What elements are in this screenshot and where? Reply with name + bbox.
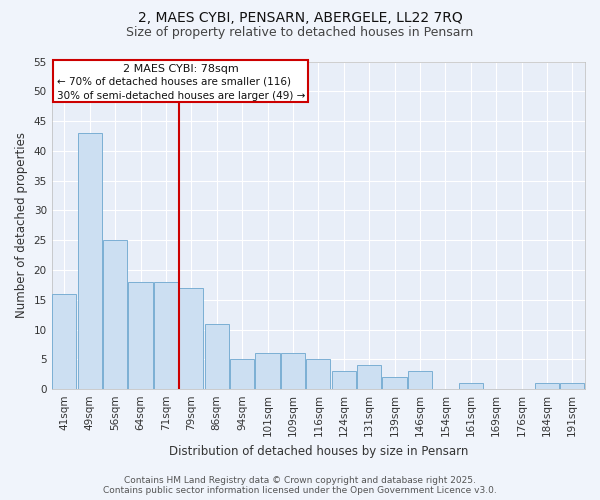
Bar [560, 383, 584, 389]
Bar [103, 240, 127, 389]
Bar [256, 354, 280, 389]
Bar [154, 282, 178, 389]
Text: 2 MAES CYBI: 78sqm: 2 MAES CYBI: 78sqm [122, 64, 238, 74]
Bar [535, 383, 559, 389]
Text: Size of property relative to detached houses in Pensarn: Size of property relative to detached ho… [127, 26, 473, 39]
Text: ← 70% of detached houses are smaller (116): ← 70% of detached houses are smaller (11… [57, 77, 291, 87]
Text: Contains public sector information licensed under the Open Government Licence v3: Contains public sector information licen… [103, 486, 497, 495]
Bar [382, 378, 407, 389]
FancyBboxPatch shape [53, 60, 308, 102]
Bar [408, 372, 432, 389]
Bar [357, 366, 381, 389]
Text: 2, MAES CYBI, PENSARN, ABERGELE, LL22 7RQ: 2, MAES CYBI, PENSARN, ABERGELE, LL22 7R… [137, 11, 463, 25]
Bar [205, 324, 229, 389]
Bar [281, 354, 305, 389]
Y-axis label: Number of detached properties: Number of detached properties [15, 132, 28, 318]
Text: 30% of semi-detached houses are larger (49) →: 30% of semi-detached houses are larger (… [57, 92, 305, 102]
Text: Contains HM Land Registry data © Crown copyright and database right 2025.: Contains HM Land Registry data © Crown c… [124, 476, 476, 485]
Bar [52, 294, 76, 389]
Bar [128, 282, 152, 389]
X-axis label: Distribution of detached houses by size in Pensarn: Distribution of detached houses by size … [169, 444, 468, 458]
Bar [458, 383, 483, 389]
Bar [306, 360, 331, 389]
Bar [77, 133, 102, 389]
Bar [179, 288, 203, 389]
Bar [332, 372, 356, 389]
Bar [230, 360, 254, 389]
